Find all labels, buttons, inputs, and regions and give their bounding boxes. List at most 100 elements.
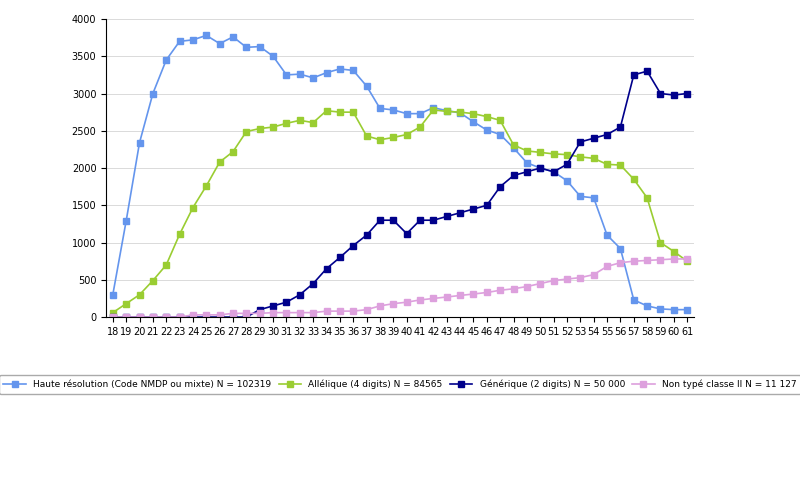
Générique (2 digits) N = 50 000 [148, 314, 158, 320]
Haute résolution (Code NMDP ou mixte) N = 102319 [308, 75, 318, 81]
Haute résolution (Code NMDP ou mixte) N = 102319 [509, 145, 518, 151]
Générique (2 digits) N = 50 000 [495, 184, 505, 190]
Allélique (4 digits) N = 84565 [442, 109, 451, 114]
Allélique (4 digits) N = 84565 [188, 205, 198, 210]
Non typé classe II N = 11 127 [188, 312, 198, 318]
Haute résolution (Code NMDP ou mixte) N = 102319 [589, 195, 598, 201]
Haute résolution (Code NMDP ou mixte) N = 102319 [122, 218, 131, 224]
Allélique (4 digits) N = 84565 [255, 125, 265, 131]
Line: Générique (2 digits) N = 50 000: Générique (2 digits) N = 50 000 [110, 68, 690, 320]
Line: Non typé classe II N = 11 127: Non typé classe II N = 11 127 [110, 256, 690, 320]
Allélique (4 digits) N = 84565 [362, 133, 371, 139]
Haute résolution (Code NMDP ou mixte) N = 102319 [268, 53, 278, 59]
Non typé classe II N = 11 127 [629, 258, 638, 264]
Générique (2 digits) N = 50 000 [134, 314, 144, 320]
Générique (2 digits) N = 50 000 [202, 314, 211, 320]
Non typé classe II N = 11 127 [402, 299, 411, 305]
Haute résolution (Code NMDP ou mixte) N = 102319 [389, 107, 398, 113]
Haute résolution (Code NMDP ou mixte) N = 102319 [255, 44, 265, 49]
Allélique (4 digits) N = 84565 [162, 262, 171, 268]
Line: Haute résolution (Code NMDP ou mixte) N = 102319: Haute résolution (Code NMDP ou mixte) N … [110, 33, 690, 312]
Générique (2 digits) N = 50 000 [228, 314, 238, 320]
Générique (2 digits) N = 50 000 [656, 91, 666, 96]
Non typé classe II N = 11 127 [122, 314, 131, 320]
Allélique (4 digits) N = 84565 [148, 278, 158, 284]
Non typé classe II N = 11 127 [509, 286, 518, 292]
Haute résolution (Code NMDP ou mixte) N = 102319 [642, 303, 652, 309]
Allélique (4 digits) N = 84565 [122, 301, 131, 307]
Non typé classe II N = 11 127 [295, 310, 305, 316]
Haute résolution (Code NMDP ou mixte) N = 102319 [562, 178, 572, 183]
Générique (2 digits) N = 50 000 [295, 292, 305, 297]
Legend: Haute résolution (Code NMDP ou mixte) N = 102319, Allélique (4 digits) N = 84565: Haute résolution (Code NMDP ou mixte) N … [0, 375, 800, 394]
Générique (2 digits) N = 50 000 [535, 165, 545, 171]
Haute résolution (Code NMDP ou mixte) N = 102319 [174, 38, 184, 44]
Non typé classe II N = 11 127 [202, 312, 211, 318]
Non typé classe II N = 11 127 [148, 314, 158, 320]
Allélique (4 digits) N = 84565 [389, 135, 398, 140]
Non typé classe II N = 11 127 [575, 275, 585, 281]
Générique (2 digits) N = 50 000 [389, 217, 398, 223]
Haute résolution (Code NMDP ou mixte) N = 102319 [602, 232, 612, 238]
Allélique (4 digits) N = 84565 [415, 124, 425, 130]
Générique (2 digits) N = 50 000 [255, 307, 265, 312]
Allélique (4 digits) N = 84565 [429, 107, 438, 113]
Allélique (4 digits) N = 84565 [375, 137, 385, 143]
Non typé classe II N = 11 127 [335, 308, 345, 314]
Générique (2 digits) N = 50 000 [308, 281, 318, 286]
Non typé classe II N = 11 127 [415, 297, 425, 303]
Haute résolution (Code NMDP ou mixte) N = 102319 [242, 45, 251, 50]
Générique (2 digits) N = 50 000 [268, 303, 278, 309]
Générique (2 digits) N = 50 000 [375, 217, 385, 223]
Non typé classe II N = 11 127 [669, 256, 678, 262]
Allélique (4 digits) N = 84565 [682, 258, 692, 264]
Haute résolution (Code NMDP ou mixte) N = 102319 [482, 127, 492, 133]
Allélique (4 digits) N = 84565 [322, 108, 331, 114]
Non typé classe II N = 11 127 [469, 291, 478, 297]
Allélique (4 digits) N = 84565 [629, 176, 638, 182]
Allélique (4 digits) N = 84565 [602, 161, 612, 167]
Haute résolution (Code NMDP ou mixte) N = 102319 [429, 105, 438, 111]
Non typé classe II N = 11 127 [174, 314, 184, 320]
Générique (2 digits) N = 50 000 [669, 92, 678, 98]
Allélique (4 digits) N = 84565 [549, 151, 558, 157]
Haute résolution (Code NMDP ou mixte) N = 102319 [402, 111, 411, 116]
Non typé classe II N = 11 127 [549, 278, 558, 284]
Allélique (4 digits) N = 84565 [134, 292, 144, 297]
Générique (2 digits) N = 50 000 [482, 203, 492, 208]
Allélique (4 digits) N = 84565 [268, 124, 278, 130]
Haute résolution (Code NMDP ou mixte) N = 102319 [455, 110, 465, 116]
Générique (2 digits) N = 50 000 [215, 314, 225, 320]
Haute résolution (Code NMDP ou mixte) N = 102319 [362, 83, 371, 89]
Non typé classe II N = 11 127 [616, 260, 626, 265]
Allélique (4 digits) N = 84565 [495, 117, 505, 123]
Générique (2 digits) N = 50 000 [122, 314, 131, 320]
Haute résolution (Code NMDP ou mixte) N = 102319 [295, 71, 305, 77]
Allélique (4 digits) N = 84565 [642, 195, 652, 201]
Non typé classe II N = 11 127 [522, 284, 532, 289]
Allélique (4 digits) N = 84565 [228, 149, 238, 155]
Générique (2 digits) N = 50 000 [522, 169, 532, 175]
Haute résolution (Code NMDP ou mixte) N = 102319 [108, 292, 118, 297]
Générique (2 digits) N = 50 000 [188, 314, 198, 320]
Allélique (4 digits) N = 84565 [108, 310, 118, 316]
Haute résolution (Code NMDP ou mixte) N = 102319 [188, 37, 198, 43]
Allélique (4 digits) N = 84565 [669, 249, 678, 254]
Non typé classe II N = 11 127 [282, 310, 291, 316]
Non typé classe II N = 11 127 [134, 314, 144, 320]
Allélique (4 digits) N = 84565 [616, 162, 626, 168]
Allélique (4 digits) N = 84565 [455, 109, 465, 115]
Allélique (4 digits) N = 84565 [295, 117, 305, 123]
Non typé classe II N = 11 127 [495, 287, 505, 293]
Non typé classe II N = 11 127 [349, 308, 358, 314]
Allélique (4 digits) N = 84565 [509, 142, 518, 148]
Générique (2 digits) N = 50 000 [629, 72, 638, 78]
Non typé classe II N = 11 127 [656, 257, 666, 262]
Générique (2 digits) N = 50 000 [162, 314, 171, 320]
Générique (2 digits) N = 50 000 [108, 314, 118, 320]
Générique (2 digits) N = 50 000 [562, 161, 572, 167]
Allélique (4 digits) N = 84565 [402, 132, 411, 137]
Générique (2 digits) N = 50 000 [642, 68, 652, 74]
Allélique (4 digits) N = 84565 [174, 231, 184, 237]
Non typé classe II N = 11 127 [602, 263, 612, 269]
